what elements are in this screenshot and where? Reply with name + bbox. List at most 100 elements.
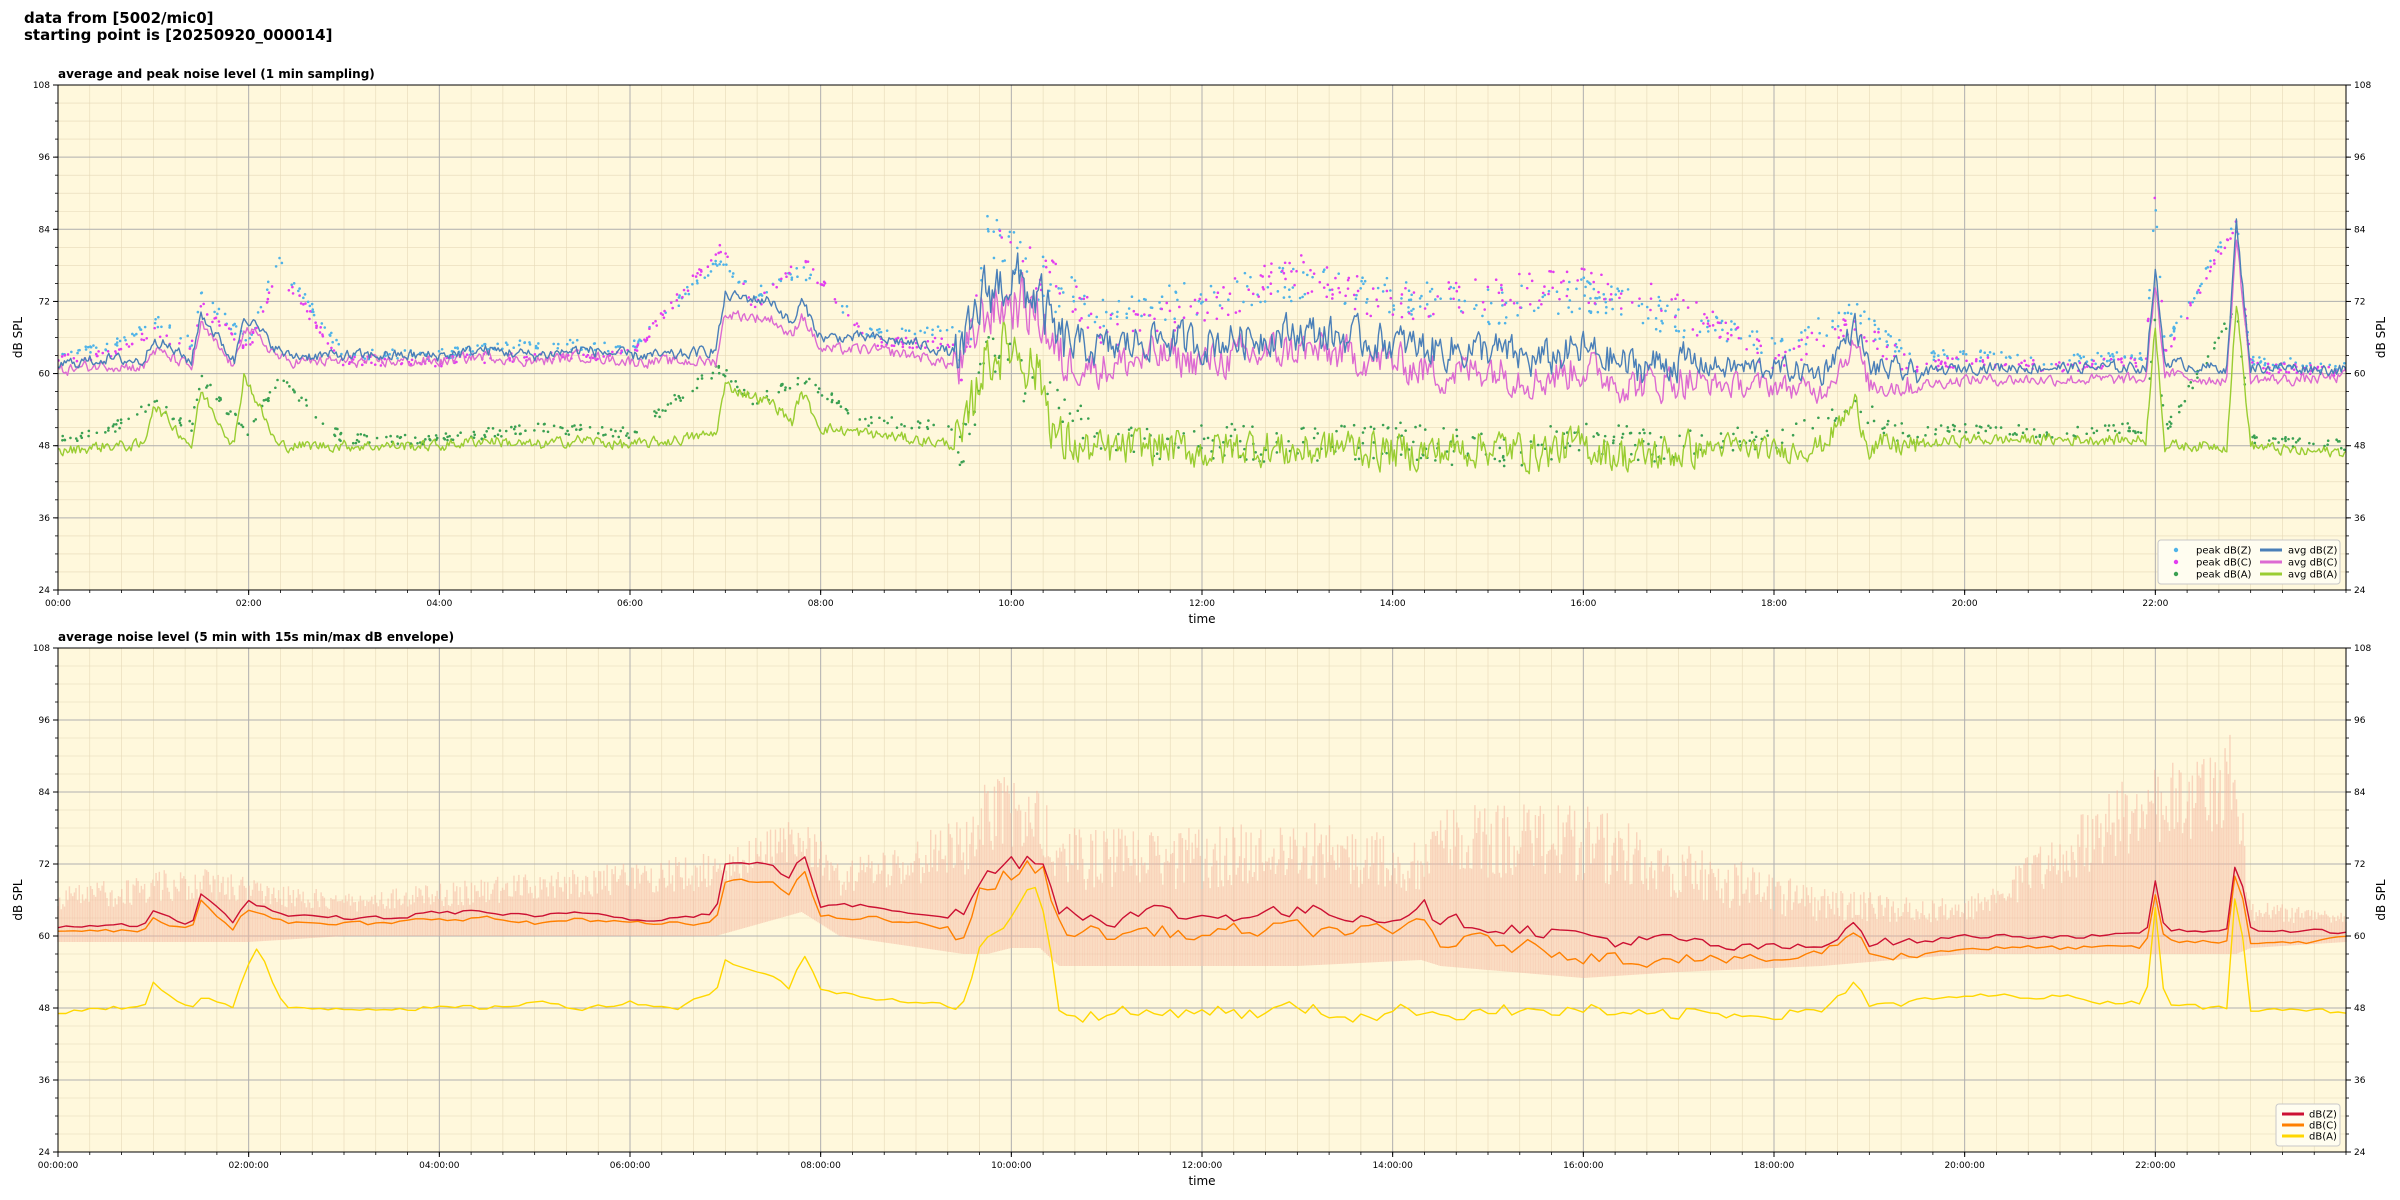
peak-point [2000, 351, 2003, 354]
peak-point [2308, 372, 2312, 376]
peak-point [101, 351, 105, 355]
peak-point [1261, 286, 1265, 289]
peak-point [1210, 450, 1213, 453]
peak-point [1229, 434, 1233, 438]
peak-point [89, 351, 92, 354]
peak-point [567, 433, 571, 436]
peak-point [1243, 447, 1246, 451]
peak-point [1649, 282, 1653, 286]
peak-point [1497, 291, 1501, 295]
peak-point [363, 433, 366, 437]
peak-point [2008, 432, 2012, 436]
peak-point [508, 359, 512, 362]
x-tick-label: 12:00 [1189, 599, 1215, 609]
peak-point [1620, 436, 1624, 439]
peak-point [2126, 422, 2130, 425]
peak-point [1031, 376, 1034, 379]
peak-point [919, 329, 922, 333]
peak-point [2189, 301, 2192, 305]
peak-point [353, 355, 356, 359]
peak-point [724, 252, 727, 255]
series-line-avg-db-a- [58, 305, 2346, 475]
peak-point [651, 321, 655, 325]
peak-point [1666, 304, 1669, 308]
peak-point [1202, 437, 1206, 441]
peak-point [620, 349, 623, 353]
peak-point [1457, 285, 1461, 289]
peak-point [251, 341, 254, 344]
peak-point [1331, 293, 1334, 296]
peak-point [1833, 419, 1837, 422]
peak-point [1901, 431, 1905, 435]
peak-point [1168, 284, 1171, 287]
peak-point [1225, 425, 1229, 429]
peak-point [2134, 361, 2138, 365]
peak-point [1415, 458, 1419, 462]
peak-point [535, 346, 539, 350]
peak-point [410, 358, 414, 362]
peak-point [1629, 431, 1633, 435]
peak-point [1582, 276, 1586, 279]
peak-point [1073, 279, 1077, 282]
peak-point [1700, 434, 1704, 437]
peak-point [2294, 440, 2298, 444]
y-axis-label-right: dB SPL [2374, 879, 2388, 921]
peak-point [1797, 339, 1801, 342]
peak-point [153, 321, 157, 325]
peak-point [309, 310, 312, 313]
peak-point [486, 348, 490, 351]
peak-point [1269, 271, 1273, 274]
peak-point [834, 301, 838, 304]
peak-point [1981, 358, 1985, 362]
peak-point [2287, 371, 2291, 374]
peak-point [1222, 286, 1225, 289]
peak-point [1952, 428, 1956, 432]
peak-point [1281, 267, 1285, 270]
peak-point [302, 296, 305, 300]
peak-point [63, 354, 67, 357]
peak-point [1432, 312, 1435, 316]
peak-point [2172, 337, 2176, 341]
peak-point [1365, 312, 1369, 316]
peak-point [1251, 292, 1255, 296]
peak-point [357, 440, 361, 443]
x-tick-label: 20:00:00 [1944, 1161, 1985, 1171]
peak-point [2209, 259, 2212, 263]
peak-point [217, 320, 221, 323]
peak-point [1078, 296, 1081, 300]
peak-point [1951, 423, 1955, 427]
peak-point [1943, 353, 1946, 356]
peak-point [1354, 458, 1357, 461]
peak-point [1497, 321, 1501, 325]
peak-point [1375, 298, 1378, 302]
peak-point [2206, 265, 2210, 269]
peak-point [1596, 310, 1600, 314]
peak-point [2109, 357, 2113, 361]
peak-point [297, 289, 300, 293]
peak-point [951, 343, 955, 347]
peak-point [1388, 310, 1391, 314]
legend-label: dB(C) [2309, 1121, 2337, 1132]
peak-point [1330, 297, 1334, 300]
peak-point [1609, 292, 1613, 296]
peak-point [1645, 305, 1649, 309]
peak-point [711, 371, 715, 375]
peak-point [249, 343, 252, 346]
peak-point [1095, 315, 1099, 319]
peak-point [2316, 365, 2320, 369]
peak-point [923, 331, 927, 334]
peak-point [2138, 357, 2141, 361]
peak-point [700, 377, 704, 380]
peak-point [998, 234, 1002, 237]
peak-point [1573, 431, 1576, 435]
peak-point [1964, 353, 1968, 356]
peak-point [1648, 431, 1652, 435]
peak-point [2153, 196, 2157, 200]
peak-point [695, 279, 699, 283]
x-tick-label: 02:00 [236, 599, 262, 609]
peak-point [336, 427, 339, 431]
peak-point [111, 425, 115, 428]
peak-point [1125, 316, 1129, 319]
peak-point [1003, 259, 1007, 262]
peak-point [1688, 429, 1692, 432]
